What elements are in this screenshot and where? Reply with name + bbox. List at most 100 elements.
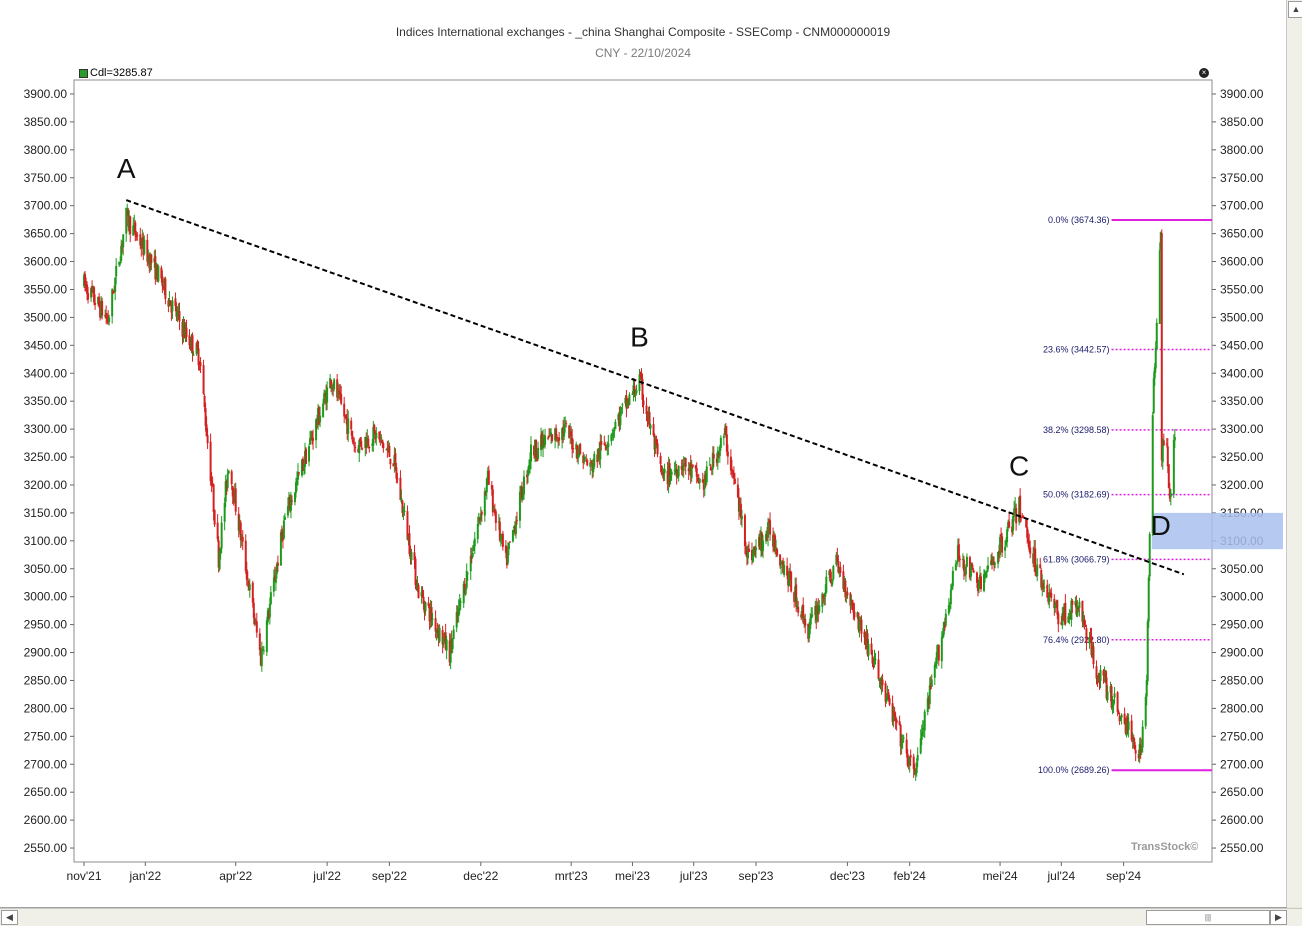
candle-up [420, 592, 423, 597]
candle-down [715, 458, 718, 463]
candle-up [1127, 721, 1130, 730]
candle-up [279, 532, 282, 566]
candle-up [874, 659, 877, 661]
candle-down [646, 415, 649, 420]
candle-down [498, 521, 501, 541]
candle-up [540, 434, 543, 451]
horizontal-scrollbar[interactable]: ◀ ||| ▶ [0, 908, 1302, 926]
candle-down [618, 414, 621, 425]
y-tick-label-right: 3650.00 [1220, 227, 1264, 241]
candle-down [183, 326, 186, 338]
candle-up [832, 566, 835, 580]
candle-up [1172, 440, 1175, 495]
candle-down [1035, 574, 1038, 576]
candle-down [585, 459, 588, 461]
candle-up [762, 540, 765, 551]
price-chart[interactable]: 3900.00 3900.00 3850.00 3850.00 3800.00 3800.… [0, 0, 1286, 907]
candle-down [136, 235, 139, 237]
candle-down [800, 614, 803, 618]
candle-up [564, 424, 567, 426]
candle-up [223, 502, 226, 522]
candle-up [449, 639, 452, 663]
candle-down [696, 478, 699, 481]
candle-up [997, 552, 1000, 564]
candle-down [401, 500, 404, 514]
candle-up [614, 421, 617, 430]
candle-up [1152, 378, 1155, 413]
candle-up [843, 578, 846, 592]
candle-down [895, 719, 898, 724]
candle-up [1151, 415, 1154, 533]
y-tick-label-right: 3500.00 [1220, 310, 1264, 324]
candle-down [590, 461, 593, 463]
candle-up [120, 245, 123, 261]
candle-down [1160, 233, 1163, 461]
candle-down [562, 426, 565, 435]
candle-up [1140, 746, 1143, 753]
y-tick-label-right: 3750.00 [1220, 171, 1264, 185]
legend[interactable]: Cdl=3285.87 [79, 67, 153, 79]
candle-up [746, 547, 749, 559]
candle-up [794, 586, 797, 602]
candle-down [570, 431, 573, 437]
scroll-up-button[interactable]: ▲ [1288, 1, 1302, 18]
candle-up [578, 445, 581, 457]
candle-up [514, 521, 517, 535]
candle-up [885, 697, 888, 702]
candle-up [722, 436, 725, 438]
candle-up [492, 508, 495, 511]
candle-down [842, 571, 845, 590]
candle-up [956, 545, 959, 562]
candle-down [572, 447, 575, 450]
x-tick-label: apr'22 [219, 869, 252, 883]
candle-down [94, 302, 97, 305]
scroll-thumb[interactable]: ||| [1146, 910, 1270, 925]
candle-down [603, 443, 606, 445]
candle-down [203, 395, 206, 408]
candle-up [1113, 693, 1116, 698]
candle-up [445, 639, 448, 651]
candle-up [100, 300, 103, 317]
candle-up [1125, 719, 1128, 736]
candle-down [684, 457, 687, 467]
candle-up [462, 583, 465, 604]
candle-down [786, 565, 789, 576]
scroll-left-button[interactable]: ◀ [1, 910, 18, 925]
candle-down [743, 515, 746, 547]
candle-down [198, 364, 201, 366]
candle-down [571, 437, 574, 450]
candle-up [1119, 718, 1122, 720]
candle-down [844, 580, 847, 598]
candle-down [1039, 564, 1042, 569]
candle-up [455, 612, 458, 628]
x-tick-label: jul'22 [312, 869, 341, 883]
vertical-scrollbar[interactable]: ▲ [1286, 0, 1302, 907]
candle-up [814, 606, 817, 615]
candle-up [1169, 492, 1172, 497]
candle-down [737, 497, 740, 512]
close-icon[interactable]: × [1199, 68, 1209, 78]
candle-up [333, 379, 336, 390]
y-tick-label-right: 2950.00 [1220, 618, 1264, 632]
candle-up [557, 439, 560, 441]
candle-down [1137, 753, 1140, 759]
y-tick-label-right: 2550.00 [1220, 841, 1264, 855]
candle-down [113, 291, 116, 293]
candle-down [396, 478, 399, 480]
candle-up [773, 536, 776, 545]
y-tick-label-left: 2750.00 [24, 729, 68, 743]
y-tick-label-left: 2600.00 [24, 813, 68, 827]
y-tick-label-right: 3900.00 [1220, 87, 1264, 101]
candle-down [379, 437, 382, 439]
candle-down [344, 415, 347, 417]
scroll-right-button[interactable]: ▶ [1270, 910, 1287, 925]
y-tick-label-left: 3450.00 [24, 338, 68, 352]
chart-title: Indices International exchanges - _china… [395, 25, 891, 39]
candle-up [1099, 669, 1102, 681]
candle-down [881, 679, 884, 686]
candle-up [940, 636, 943, 662]
candle-down [330, 379, 333, 388]
candle-down [129, 216, 132, 234]
candle-down [415, 584, 418, 589]
candle-down [556, 437, 559, 439]
